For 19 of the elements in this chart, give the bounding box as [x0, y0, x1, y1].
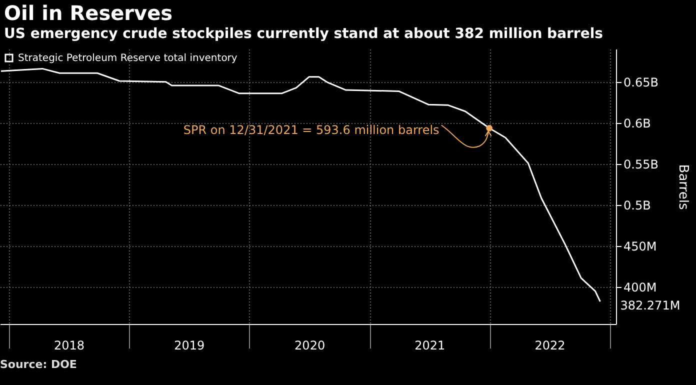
x-tick-label: 2022: [534, 338, 566, 352]
x-tick-label: 2021: [414, 338, 446, 352]
x-tick-label: 2020: [294, 338, 326, 352]
y-tick-label: 0.55B: [624, 157, 658, 172]
y-tick-label: 0.6B: [624, 116, 651, 130]
y-tick-label: 0.5B: [624, 198, 651, 212]
y-axis-title: Barrels: [675, 164, 690, 210]
annotation: SPR on 12/31/2021 = 593.6 million barrels: [183, 123, 440, 138]
y-tick-label: 0.65B: [624, 75, 658, 90]
y-tick-label: 450M: [624, 240, 657, 254]
y-tick-label: 400M: [624, 280, 657, 295]
line-series: [0, 68, 601, 302]
x-tick-label: 2019: [174, 338, 205, 352]
legend-label: Strategic Petroleum Reserve total inventory: [18, 53, 238, 64]
data-label: 382.271M: [620, 298, 680, 313]
source-note: Source: DOE: [0, 358, 77, 371]
chart-subtitle: US emergency crude stockpiles currently stand at about 382 million barrels: [4, 26, 603, 42]
x-tick-label: 2018: [54, 338, 85, 352]
chart-title: Oil in Reserves: [4, 1, 173, 25]
